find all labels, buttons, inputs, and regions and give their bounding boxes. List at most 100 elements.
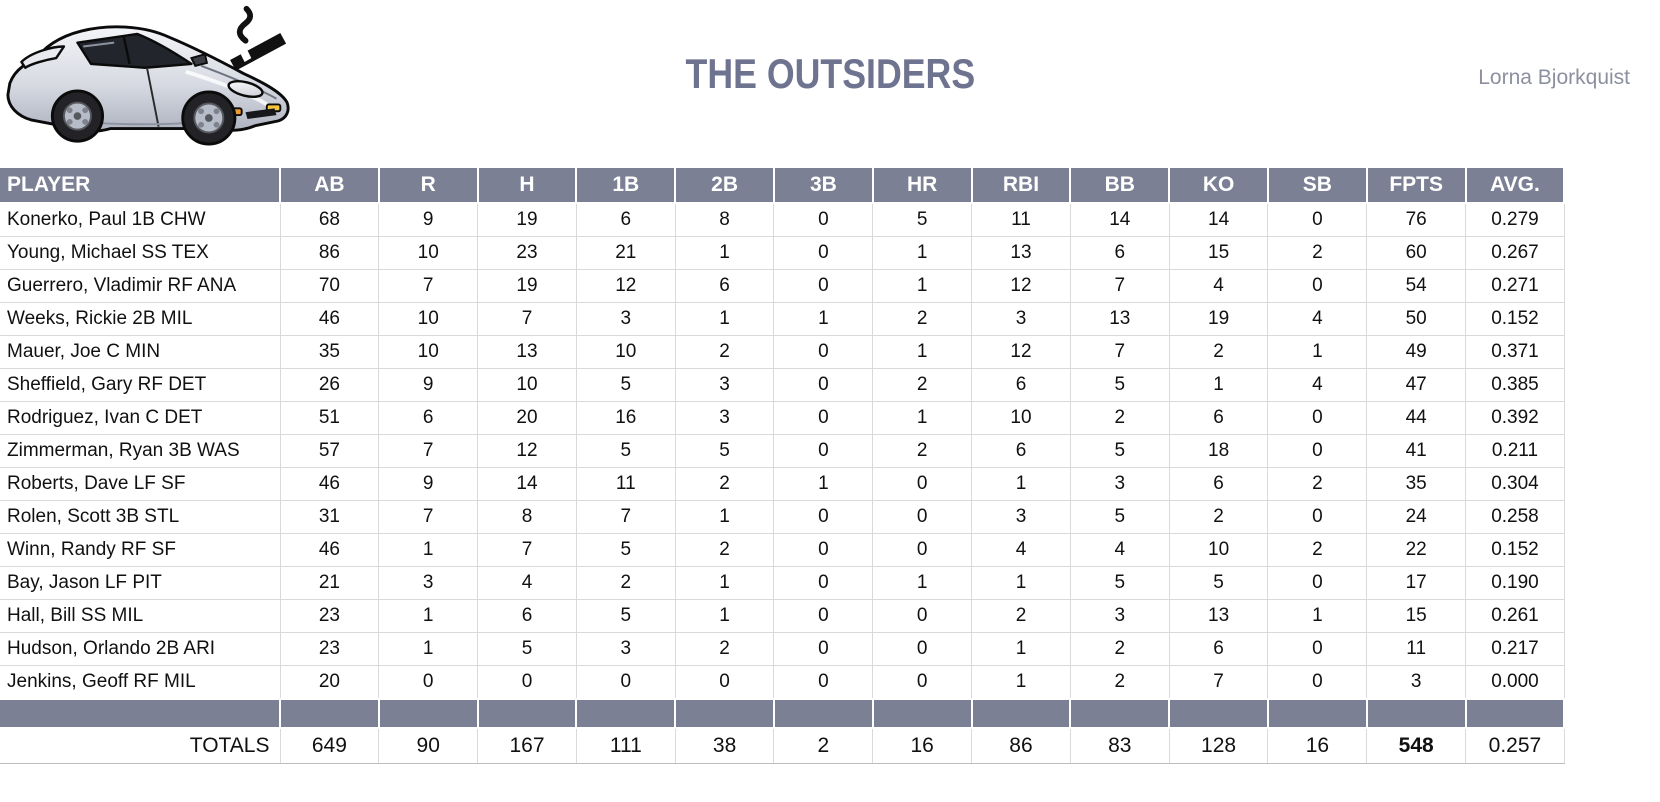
stat-cell-3b: 0 xyxy=(773,632,874,666)
stat-cell-hr: 2 xyxy=(872,368,973,402)
stat-cell-h: 0 xyxy=(477,665,577,700)
column-header-row: PLAYER AB R H 1B 2B 3B HR RBI xyxy=(0,166,1566,204)
stat-cell-rbi: 4 xyxy=(971,533,1071,567)
stat-cell-2b: 1 xyxy=(674,599,775,633)
separator-cell xyxy=(575,698,677,729)
stat-cell-sb: 2 xyxy=(1267,533,1368,567)
player-row: Bay, Jason LF PIT 21 3 4 2 1 0 1 1 5 5 0… xyxy=(0,566,1565,600)
stat-cell-avg: 0.385 xyxy=(1465,368,1565,402)
stat-cell-3b: 0 xyxy=(773,368,874,402)
stat-cell-1b: 3 xyxy=(575,302,676,336)
stat-cell-r: 9 xyxy=(378,467,479,501)
column-header-stat: FPTS xyxy=(1365,166,1467,204)
stat-cell-rbi: 1 xyxy=(971,467,1071,501)
stat-cell-3b: 0 xyxy=(773,500,874,534)
stat-cell-h: 10 xyxy=(477,368,577,402)
stat-cell-bb: 5 xyxy=(1069,566,1170,600)
stat-cell-fpts: 60 xyxy=(1366,236,1467,270)
stat-cell-rbi: 3 xyxy=(971,302,1071,336)
stat-cell-1b: 5 xyxy=(575,599,676,633)
totals-2b: 38 xyxy=(674,727,775,764)
separator-cell xyxy=(1168,698,1269,729)
stat-cell-fpts: 24 xyxy=(1366,500,1467,534)
stat-cell-sb: 0 xyxy=(1267,401,1368,435)
stat-cell-sb: 2 xyxy=(1267,467,1368,501)
player-cell: Guerrero, Vladimir RF ANA xyxy=(0,269,281,303)
column-header-stat: 1B xyxy=(575,166,677,204)
stat-cell-2b: 2 xyxy=(674,335,775,369)
stat-cell-hr: 0 xyxy=(872,467,973,501)
totals-rbi: 86 xyxy=(971,727,1071,764)
stat-cell-avg: 0.392 xyxy=(1465,401,1565,435)
player-cell: Weeks, Rickie 2B MIL xyxy=(0,302,281,336)
stat-cell-2b: 1 xyxy=(674,302,775,336)
stat-cell-h: 8 xyxy=(477,500,577,534)
stat-cell-hr: 0 xyxy=(872,599,973,633)
stat-cell-ab: 35 xyxy=(279,335,380,369)
stat-cell-bb: 3 xyxy=(1069,467,1170,501)
column-header-stat: H xyxy=(476,166,578,204)
stat-cell-3b: 0 xyxy=(773,665,874,700)
stat-cell-ko: 5 xyxy=(1168,566,1269,600)
stat-cell-ab: 23 xyxy=(279,599,380,633)
player-cell: Mauer, Joe C MIN xyxy=(0,335,281,369)
stat-cell-ko: 18 xyxy=(1168,434,1269,468)
sports-car-clipart-icon xyxy=(6,5,290,146)
stat-cell-2b: 3 xyxy=(674,368,775,402)
stat-cell-h: 7 xyxy=(477,533,577,567)
stat-cell-3b: 0 xyxy=(773,335,874,369)
stat-cell-hr: 0 xyxy=(872,533,973,567)
owner-name: Lorna Bjorkquist xyxy=(1478,66,1630,89)
stat-cell-bb: 3 xyxy=(1069,599,1170,633)
totals-row: TOTALS 649 90 167 111 38 2 16 86 83 128 … xyxy=(0,727,1565,764)
stat-cell-avg: 0.258 xyxy=(1465,500,1565,534)
stat-cell-h: 4 xyxy=(477,566,577,600)
stat-cell-ko: 2 xyxy=(1168,335,1269,369)
stat-cell-sb: 0 xyxy=(1267,269,1368,303)
stat-cell-rbi: 6 xyxy=(971,434,1071,468)
stat-cell-h: 19 xyxy=(477,269,577,303)
stat-cell-h: 6 xyxy=(477,599,577,633)
stat-cell-1b: 2 xyxy=(575,566,676,600)
column-header-stat: AB xyxy=(279,166,380,204)
stats-table-body: Konerko, Paul 1B CHW 68 9 19 6 8 0 5 11 … xyxy=(0,202,1566,729)
stat-cell-2b: 5 xyxy=(674,434,775,468)
totals-1b: 111 xyxy=(575,727,676,764)
stat-cell-avg: 0.217 xyxy=(1465,632,1565,666)
stat-cell-ko: 14 xyxy=(1168,202,1269,237)
stat-cell-rbi: 13 xyxy=(971,236,1071,270)
stat-cell-3b: 0 xyxy=(773,202,874,237)
stat-cell-r: 9 xyxy=(378,202,479,237)
stat-cell-hr: 0 xyxy=(872,665,973,700)
stat-cell-rbi: 2 xyxy=(971,599,1071,633)
stat-cell-sb: 0 xyxy=(1267,632,1368,666)
stat-cell-ab: 46 xyxy=(279,533,380,567)
separator-row xyxy=(0,698,1566,729)
stat-cell-r: 0 xyxy=(378,665,479,700)
totals-r: 90 xyxy=(378,727,479,764)
stat-cell-2b: 2 xyxy=(674,632,775,666)
stat-cell-r: 1 xyxy=(378,599,479,633)
stat-cell-fpts: 50 xyxy=(1366,302,1467,336)
player-row: Hudson, Orlando 2B ARI 23 1 5 3 2 0 0 1 … xyxy=(0,632,1565,666)
cigarette-icon xyxy=(230,5,287,71)
stat-cell-3b: 0 xyxy=(773,401,874,435)
player-row: Jenkins, Geoff RF MIL 20 0 0 0 0 0 0 1 2… xyxy=(0,665,1565,700)
stat-cell-ab: 57 xyxy=(279,434,380,468)
stat-cell-bb: 5 xyxy=(1069,434,1170,468)
stat-cell-1b: 11 xyxy=(575,467,676,501)
rear-wheel xyxy=(50,89,105,143)
stat-cell-sb: 0 xyxy=(1267,566,1368,600)
separator-cell xyxy=(476,698,578,729)
player-row: Rolen, Scott 3B STL 31 7 8 7 1 0 0 3 5 2… xyxy=(0,500,1565,534)
separator-cell xyxy=(871,698,973,729)
stat-cell-2b: 2 xyxy=(674,533,775,567)
stat-cell-hr: 2 xyxy=(872,302,973,336)
stat-cell-r: 10 xyxy=(378,335,479,369)
separator-cell xyxy=(377,698,479,729)
stat-cell-avg: 0.211 xyxy=(1465,434,1565,468)
stat-cell-3b: 1 xyxy=(773,302,874,336)
stat-cell-1b: 16 xyxy=(575,401,676,435)
stat-cell-h: 19 xyxy=(477,202,577,237)
stat-cell-fpts: 49 xyxy=(1366,335,1467,369)
